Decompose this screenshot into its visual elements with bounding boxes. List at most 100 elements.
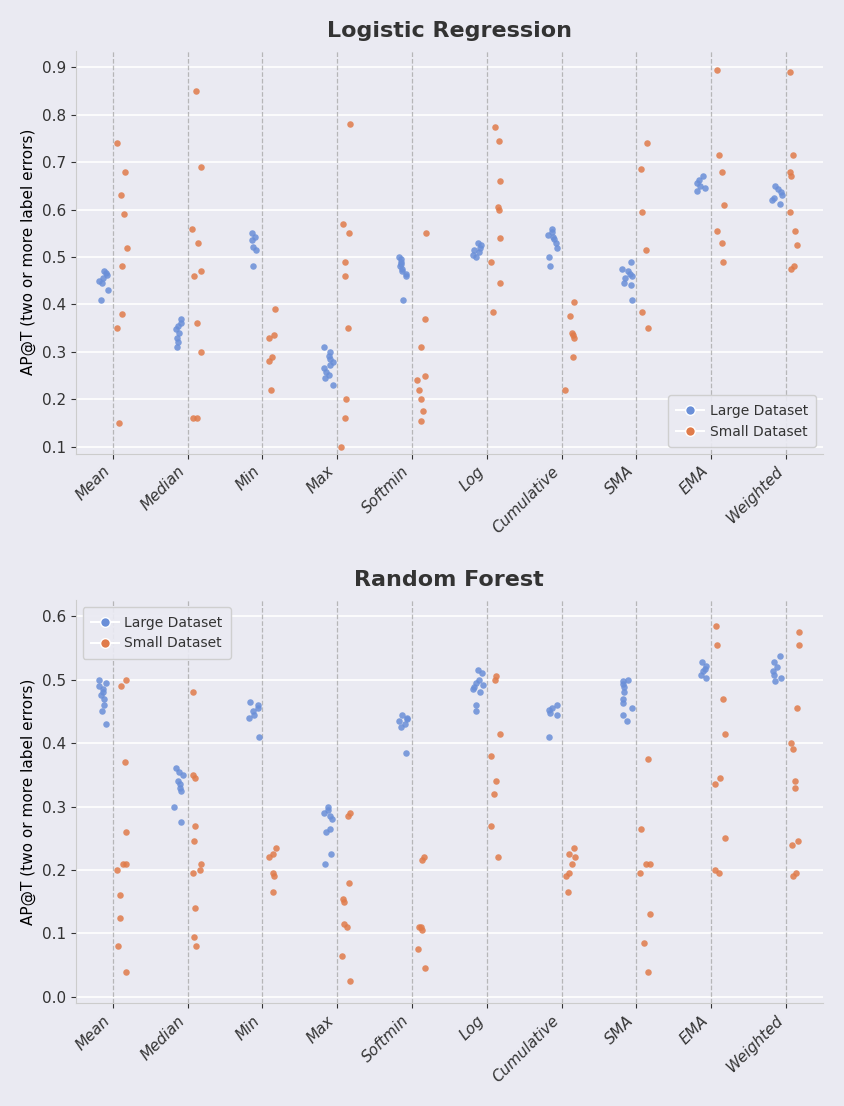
Point (252, 696, 265, 713)
Point (116, 855, 130, 873)
Point (568, 839, 582, 857)
Point (100, 716, 113, 733)
Point (113, 909, 127, 927)
Point (767, 189, 781, 207)
Point (189, 938, 203, 956)
Point (783, 204, 797, 221)
Point (95, 702, 109, 720)
Point (639, 855, 652, 873)
Title: Logistic Regression: Logistic Regression (327, 21, 572, 41)
Point (246, 258, 259, 275)
Point (119, 855, 133, 873)
Point (786, 741, 799, 759)
Point (394, 255, 408, 273)
Point (97, 690, 111, 708)
Point (625, 253, 638, 271)
Point (338, 253, 352, 271)
Point (634, 865, 647, 883)
Point (317, 338, 331, 356)
Point (95, 680, 109, 698)
Point (336, 215, 349, 232)
Point (549, 234, 563, 252)
Point (787, 146, 800, 164)
Point (415, 921, 429, 939)
Point (319, 369, 333, 387)
Point (118, 753, 132, 771)
Point (474, 237, 488, 254)
Point (115, 677, 128, 695)
Point (783, 163, 797, 180)
Point (99, 674, 112, 691)
Point (262, 353, 276, 371)
Point (484, 747, 498, 764)
Point (338, 409, 352, 427)
Point (174, 775, 187, 793)
Point (473, 684, 487, 701)
Point (545, 220, 559, 238)
Point (419, 225, 432, 242)
Point (343, 804, 356, 822)
Point (559, 867, 572, 885)
Point (191, 314, 204, 332)
Point (186, 409, 199, 427)
Point (246, 702, 259, 720)
Point (550, 706, 564, 723)
Point (172, 324, 186, 342)
Point (186, 865, 199, 883)
Point (246, 231, 259, 249)
Point (788, 779, 802, 796)
Point (400, 710, 414, 728)
Point (173, 779, 187, 796)
Point (95, 291, 108, 309)
Point (550, 696, 564, 713)
Point (394, 253, 408, 271)
Title: Random Forest: Random Forest (354, 571, 544, 591)
Point (643, 855, 657, 873)
Point (176, 766, 190, 784)
Point (635, 160, 648, 178)
Point (118, 163, 132, 180)
Point (790, 865, 803, 883)
Point (467, 680, 480, 698)
Point (617, 274, 630, 292)
Point (119, 823, 133, 841)
Point (115, 305, 128, 323)
Point (467, 678, 480, 696)
Point (493, 173, 506, 190)
Point (249, 241, 262, 259)
Point (246, 238, 260, 255)
Point (324, 343, 338, 361)
Point (766, 662, 779, 680)
Point (490, 668, 503, 686)
Point (469, 702, 483, 720)
Point (117, 206, 131, 223)
Point (395, 251, 408, 269)
Point (616, 675, 630, 692)
Point (344, 115, 357, 133)
Point (322, 366, 336, 384)
Point (700, 657, 713, 675)
Point (193, 862, 207, 879)
Y-axis label: AP@T (two or more label errors): AP@T (two or more label errors) (21, 129, 36, 375)
Point (561, 884, 575, 901)
Point (392, 248, 406, 265)
Point (641, 962, 654, 980)
Point (788, 222, 802, 240)
Point (397, 291, 410, 309)
Point (267, 865, 280, 883)
Point (620, 712, 634, 730)
Point (171, 317, 185, 335)
Point (469, 674, 483, 691)
Point (171, 334, 185, 352)
Point (639, 241, 652, 259)
Point (414, 338, 427, 356)
Point (242, 709, 256, 727)
Point (773, 195, 787, 212)
Point (562, 865, 576, 883)
Point (252, 728, 265, 745)
Point (392, 712, 406, 730)
Point (489, 670, 502, 688)
Point (709, 617, 722, 635)
Point (712, 865, 726, 883)
Point (268, 301, 282, 319)
